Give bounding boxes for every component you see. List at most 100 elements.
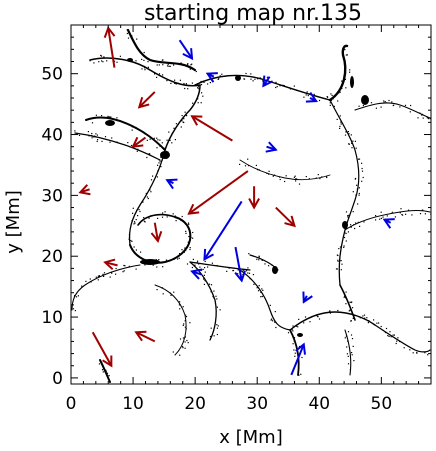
network-speck [248, 165, 250, 167]
network-speck [165, 259, 168, 261]
network-speck [216, 265, 218, 267]
network-blob [235, 75, 241, 81]
network-speck [116, 141, 118, 143]
network-speck [103, 56, 105, 58]
network-speck [77, 295, 79, 297]
network-speck [185, 230, 187, 232]
network-speck [199, 266, 201, 268]
network-speck [292, 343, 294, 345]
network-speck [341, 263, 343, 265]
network-speck [317, 315, 319, 317]
network-speck [191, 82, 193, 84]
network-speck [189, 68, 191, 70]
blue-velocity-arrow [204, 200, 243, 259]
network-speck [275, 321, 277, 324]
network-speck [244, 165, 247, 167]
network-speck [338, 248, 340, 250]
network-speck [179, 301, 181, 303]
network-lane [164, 84, 201, 151]
network-speck [174, 82, 176, 84]
network-speck [362, 315, 364, 317]
network-speck [128, 234, 131, 236]
network-speck [383, 100, 385, 102]
network-speck [210, 284, 213, 286]
network-speck [152, 264, 154, 266]
network-speck [103, 272, 106, 274]
network-speck [74, 310, 76, 312]
network-speck [347, 215, 349, 217]
network-speck [90, 281, 92, 283]
blue-velocity-arrow [304, 296, 307, 302]
network-speck [315, 315, 318, 317]
network-speck [340, 269, 342, 271]
network-speck [357, 203, 359, 205]
network-speck [131, 60, 133, 62]
network-speck [375, 219, 377, 221]
network-speck [162, 266, 164, 268]
network-speck [305, 176, 307, 178]
network-speck [419, 112, 421, 114]
network-speck [337, 254, 339, 257]
network-speck [72, 308, 75, 310]
network-lane [74, 132, 161, 161]
network-speck [155, 259, 157, 261]
network-speck [133, 221, 136, 223]
network-speck [85, 280, 87, 282]
network-speck [401, 214, 403, 216]
network-speck [194, 264, 196, 266]
network-speck [184, 111, 186, 113]
network-speck [258, 259, 260, 261]
red-velocity-arrow [189, 170, 249, 214]
network-lane [239, 269, 291, 331]
network-speck [345, 211, 348, 213]
network-speck [187, 88, 189, 90]
network-speck [158, 162, 160, 164]
network-speck [359, 225, 361, 227]
network-speck [108, 116, 110, 118]
network-speck [106, 375, 108, 377]
network-speck [303, 96, 305, 98]
network-speck [187, 241, 189, 243]
network-speck [370, 102, 373, 104]
network-speck [159, 145, 161, 147]
blue-velocity-arrow [267, 147, 276, 150]
network-speck [143, 59, 145, 61]
network-speck [139, 210, 141, 213]
network-speck [96, 140, 98, 142]
network-speck [210, 291, 212, 293]
blue-velocity-arrow [167, 180, 173, 183]
network-speck [136, 209, 138, 212]
network-speck [289, 88, 291, 90]
y-tick-label: 0 [52, 369, 63, 389]
network-speck [366, 317, 368, 319]
network-speck [294, 175, 296, 177]
network-speck [191, 266, 193, 269]
network-speck [182, 337, 184, 339]
network-speck [292, 330, 294, 332]
network-speck [330, 93, 332, 95]
network-speck [182, 251, 184, 253]
network-speck [378, 322, 380, 324]
network-speck [336, 268, 338, 270]
network-speck [197, 86, 199, 88]
network-speck [74, 130, 76, 132]
network-speck [353, 360, 355, 362]
network-speck [296, 352, 298, 354]
network-speck [339, 125, 341, 127]
network-speck [182, 347, 184, 349]
blue-velocity-arrow [235, 246, 241, 280]
network-speck [279, 176, 281, 178]
network-speck [100, 55, 103, 57]
y-tick-label: 20 [41, 247, 63, 267]
network-speck [161, 142, 163, 144]
network-speck [75, 296, 78, 298]
network-speck [242, 273, 244, 276]
network-speck [319, 178, 321, 180]
network-speck [257, 169, 259, 171]
network-speck [173, 127, 175, 129]
network-speck [375, 215, 377, 217]
network-speck [147, 61, 149, 63]
network-speck [192, 102, 194, 104]
network-speck [198, 263, 200, 265]
network-speck [258, 255, 260, 257]
